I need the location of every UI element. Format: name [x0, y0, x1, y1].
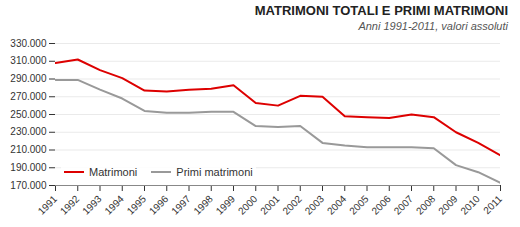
svg-text:2008: 2008: [414, 193, 438, 217]
svg-text:2005: 2005: [347, 193, 371, 217]
svg-text:1996: 1996: [147, 193, 171, 217]
svg-text:2009: 2009: [436, 193, 460, 217]
svg-text:230.000: 230.000: [10, 126, 47, 137]
html-text:Primi matrimoni: Primi matrimoni: [176, 166, 253, 178]
svg-text:2000: 2000: [236, 193, 260, 217]
svg-text:250.000: 250.000: [10, 109, 47, 120]
svg-text:2011: 2011: [481, 193, 504, 216]
svg-text:290.000: 290.000: [10, 73, 47, 84]
svg-text:2007: 2007: [392, 193, 416, 217]
html-text:Matrimoni: Matrimoni: [89, 166, 138, 178]
svg-text:330.000: 330.000: [10, 38, 47, 49]
svg-text:1997: 1997: [169, 193, 193, 217]
svg-text:270.000: 270.000: [10, 91, 47, 102]
svg-text:1993: 1993: [80, 193, 104, 217]
svg-text:210.000: 210.000: [10, 144, 47, 155]
svg-text:1994: 1994: [102, 193, 126, 217]
svg-text:190.000: 190.000: [10, 162, 47, 173]
svg-text:1995: 1995: [125, 193, 149, 217]
html-text:MATRIMONI TOTALI E PRIMI MATRI: MATRIMONI TOTALI E PRIMI MATRIMONI: [254, 3, 508, 18]
svg-text:310.000: 310.000: [10, 55, 47, 66]
svg-text:2002: 2002: [280, 193, 304, 217]
svg-text:2010: 2010: [458, 193, 482, 217]
svg-text:1992: 1992: [58, 193, 82, 217]
svg-text:2004: 2004: [325, 193, 349, 217]
svg-text:2001: 2001: [258, 193, 282, 217]
svg-text:1998: 1998: [191, 193, 215, 217]
svg-text:170.000: 170.000: [10, 180, 47, 191]
svg-text:2003: 2003: [303, 193, 327, 217]
svg-text:2006: 2006: [369, 193, 393, 217]
svg-text:1999: 1999: [214, 193, 238, 217]
html-text:Anni 1991-2011, valori assolut: Anni 1991-2011, valori assoluti: [358, 20, 508, 32]
svg-text:1991: 1991: [36, 193, 60, 217]
